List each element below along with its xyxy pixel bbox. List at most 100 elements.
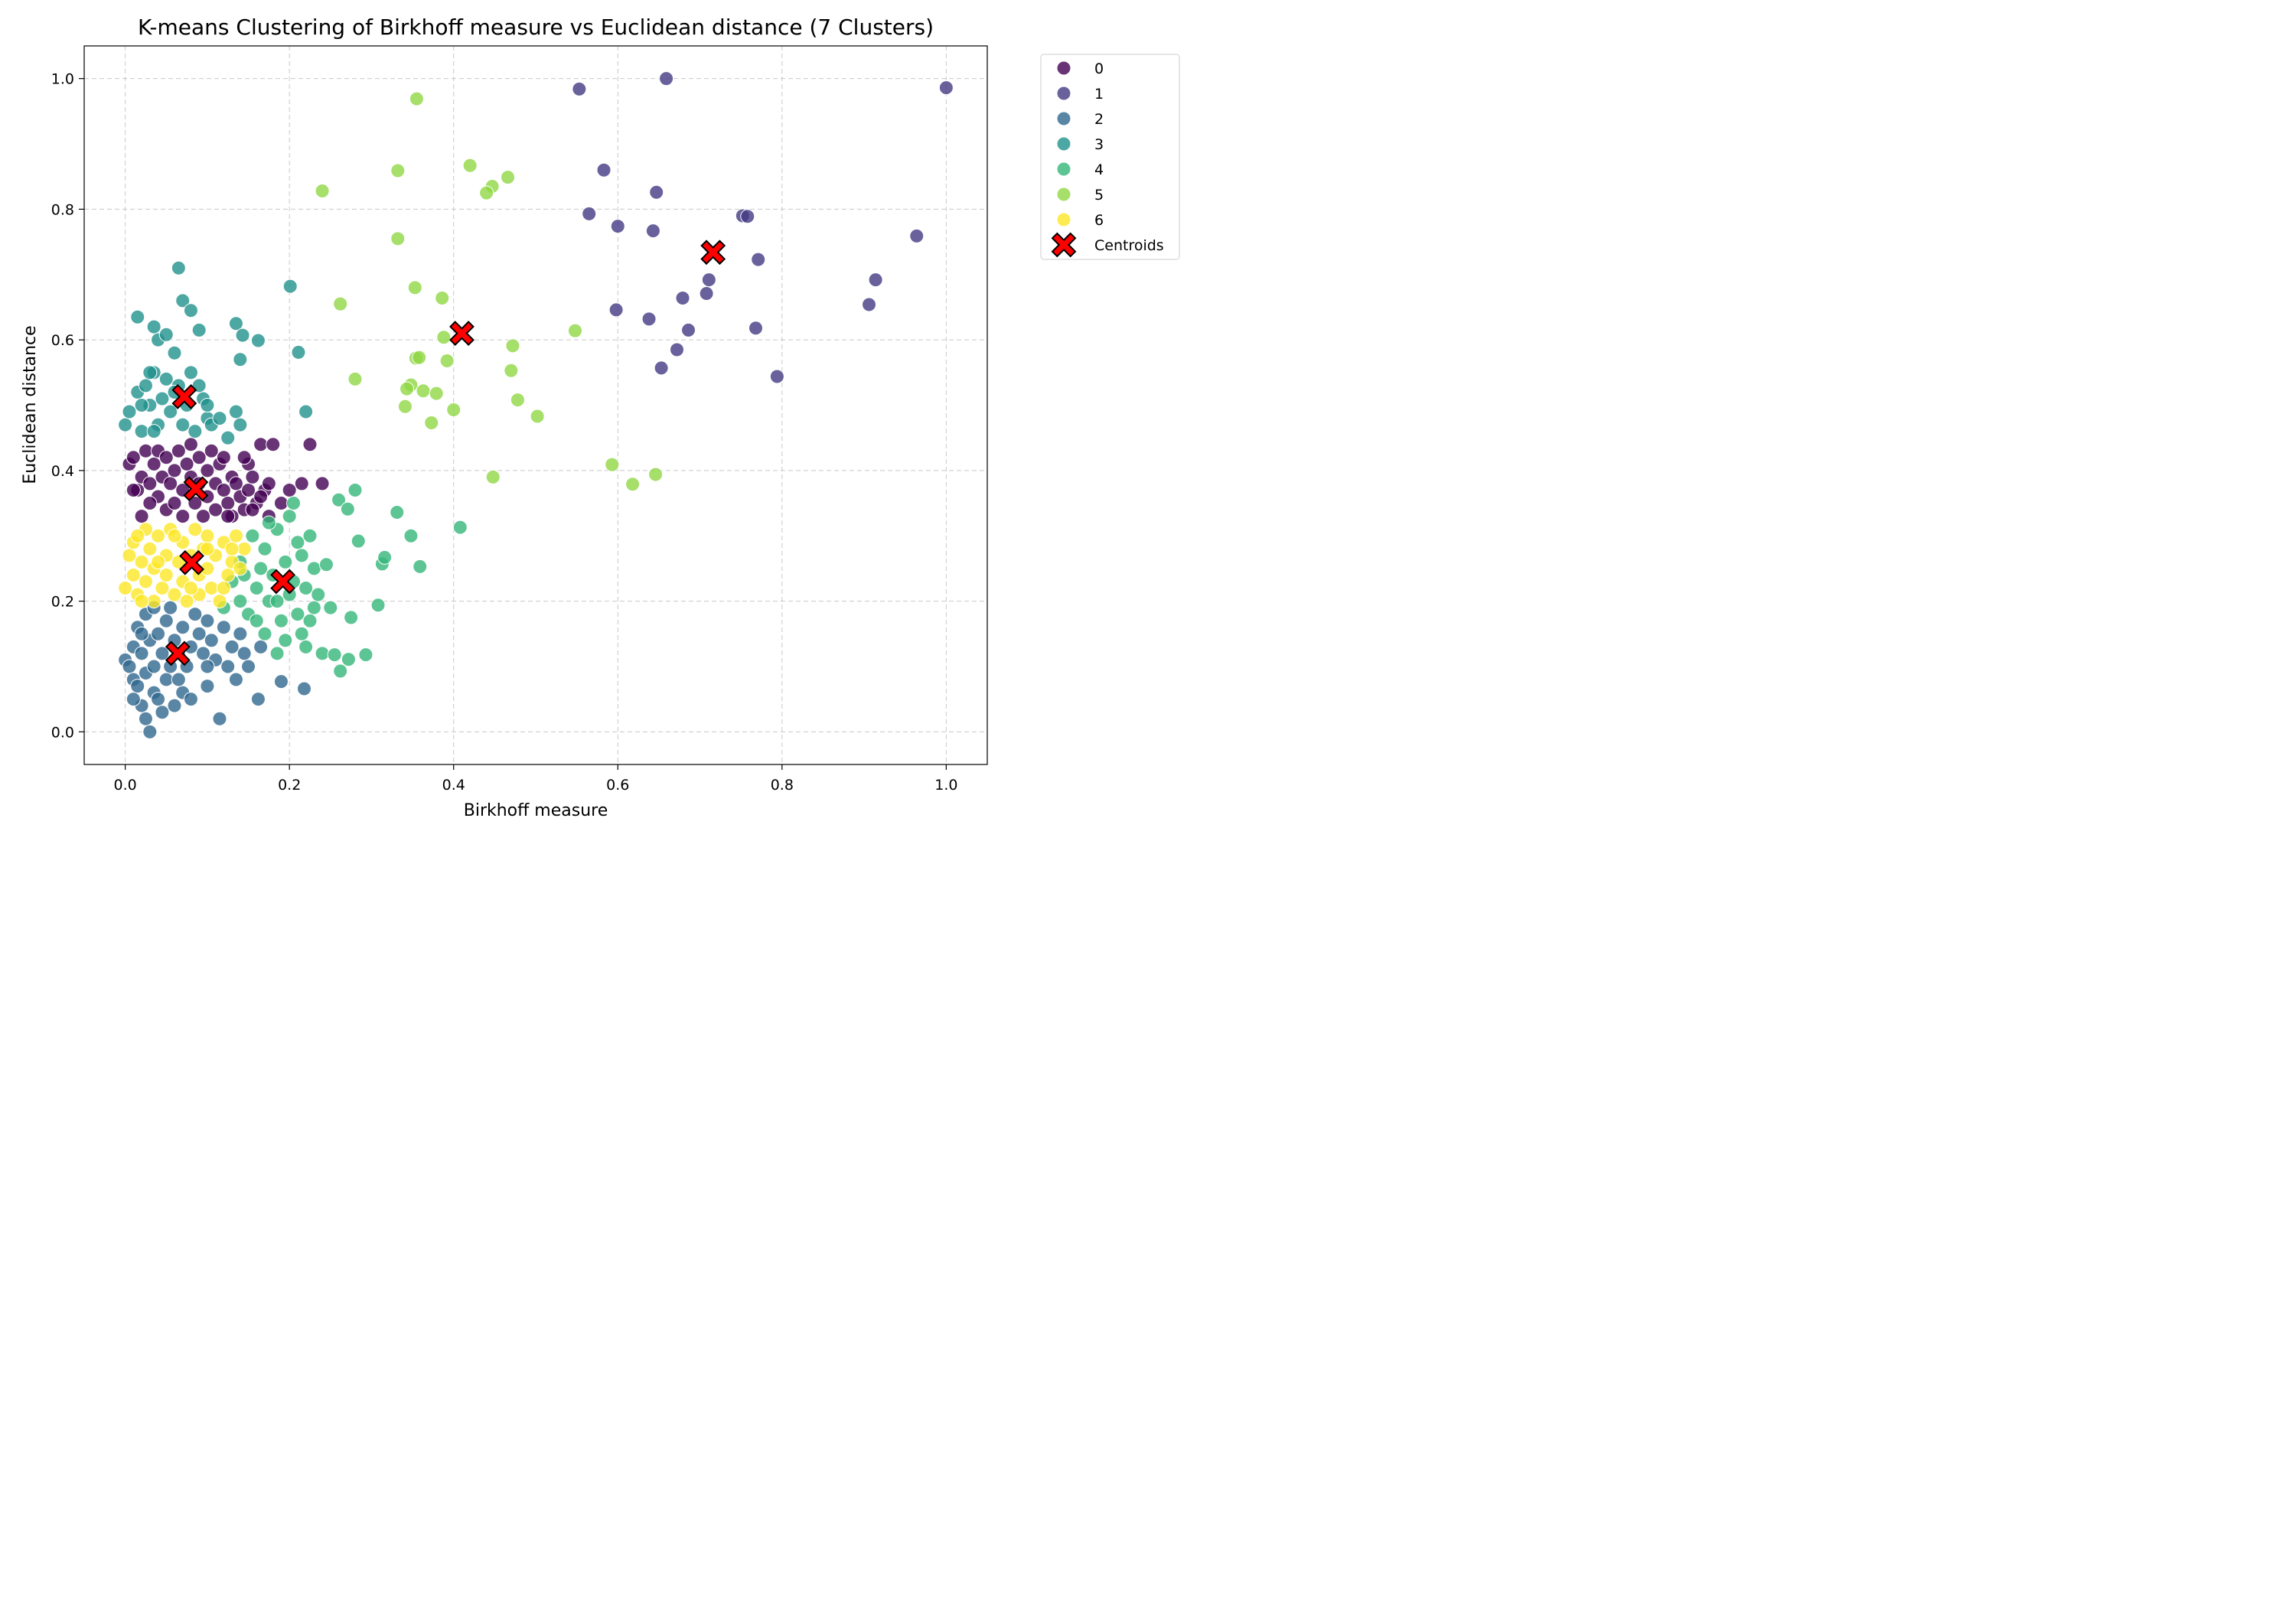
legend-label: 4: [1094, 161, 1104, 178]
data-point-cluster-1: [909, 228, 925, 243]
data-point-cluster-5: [424, 416, 439, 431]
data-point-cluster-3: [155, 391, 170, 406]
data-point-cluster-3: [188, 424, 203, 439]
data-point-cluster-0: [273, 496, 289, 511]
data-point-cluster-5: [407, 280, 422, 295]
legend-frame: [1040, 54, 1180, 260]
data-point-cluster-4: [257, 626, 272, 641]
data-point-cluster-3: [134, 424, 149, 439]
data-point-cluster-4: [290, 607, 305, 622]
data-point-cluster-6: [142, 541, 158, 556]
data-point-cluster-0: [126, 450, 141, 465]
data-point-cluster-0: [228, 476, 243, 491]
legend-label: 3: [1094, 136, 1104, 153]
data-point-cluster-0: [200, 463, 215, 478]
legend-label: 5: [1094, 187, 1104, 204]
data-point-cluster-0: [146, 456, 161, 471]
data-point-cluster-0: [142, 496, 158, 511]
data-point-cluster-1: [610, 219, 625, 234]
data-point-cluster-4: [306, 600, 321, 615]
data-point-cluster-2: [196, 646, 211, 661]
data-point-cluster-5: [567, 323, 582, 338]
data-point-cluster-2: [250, 692, 266, 707]
data-point-cluster-2: [171, 672, 186, 687]
plot-frame: [83, 45, 988, 765]
data-point-cluster-6: [155, 581, 170, 596]
data-point-cluster-4: [245, 528, 260, 543]
data-point-cluster-4: [327, 647, 342, 663]
data-point-cluster-1: [681, 322, 696, 337]
data-point-cluster-5: [530, 409, 545, 424]
data-point-cluster-2: [151, 626, 166, 641]
data-point-cluster-3: [175, 293, 191, 308]
data-point-cluster-1: [649, 184, 664, 200]
data-point-cluster-4: [351, 533, 366, 549]
data-point-cluster-1: [751, 252, 766, 267]
data-point-cluster-4: [261, 515, 276, 530]
data-point-cluster-5: [416, 383, 431, 399]
data-point-cluster-2: [212, 711, 227, 726]
data-point-cluster-6: [183, 581, 198, 596]
data-point-cluster-4: [233, 594, 248, 609]
figure-background: [0, 0, 1198, 838]
data-point-cluster-6: [151, 528, 166, 543]
data-point-cluster-5: [390, 231, 406, 246]
data-point-cluster-6: [188, 522, 203, 537]
data-point-cluster-5: [409, 91, 424, 106]
data-point-cluster-1: [938, 80, 954, 96]
data-point-cluster-6: [212, 594, 227, 609]
data-point-cluster-2: [220, 659, 236, 674]
data-point-cluster-6: [179, 594, 194, 609]
centroid-marker-cluster-6: [179, 549, 204, 575]
data-point-cluster-6: [200, 541, 215, 556]
data-point-cluster-3: [134, 398, 149, 412]
legend-marker-cluster-0: [1056, 60, 1071, 76]
legend-centroid-marker: [1051, 232, 1077, 258]
data-point-cluster-3: [235, 328, 250, 343]
data-point-cluster-4: [273, 613, 289, 628]
data-point-cluster-4: [340, 501, 355, 517]
data-point-cluster-1: [701, 272, 716, 288]
data-point-cluster-3: [146, 319, 161, 334]
data-point-cluster-4: [253, 561, 269, 576]
data-point-cluster-3: [228, 316, 243, 331]
data-point-cluster-2: [175, 620, 191, 635]
data-point-cluster-4: [323, 600, 338, 615]
data-point-cluster-4: [298, 639, 314, 654]
data-point-cluster-0: [236, 450, 252, 465]
data-point-cluster-6: [216, 581, 231, 596]
data-point-cluster-6: [224, 541, 240, 556]
x-axis-ticks: 0.0 0.2 0.4 0.6 0.8 1.0: [114, 764, 957, 794]
data-point-cluster-2: [273, 674, 289, 689]
data-point-cluster-5: [390, 163, 406, 178]
data-point-cluster-0: [241, 482, 256, 497]
data-point-cluster-5: [501, 170, 516, 185]
x-tick-label: 0.2: [278, 777, 301, 794]
data-point-cluster-3: [200, 398, 215, 412]
data-point-cluster-6: [138, 574, 153, 589]
data-point-cluster-4: [370, 598, 386, 613]
data-point-cluster-2: [155, 646, 170, 661]
data-point-cluster-2: [158, 672, 174, 687]
x-tick-label: 0.4: [442, 777, 465, 794]
data-point-cluster-6: [126, 567, 141, 582]
data-point-cluster-6: [151, 554, 166, 569]
data-point-cluster-4: [278, 633, 293, 648]
data-point-cluster-0: [282, 482, 297, 497]
data-point-cluster-3: [158, 371, 174, 386]
data-point-cluster-4: [294, 626, 309, 641]
data-point-cluster-0: [158, 450, 174, 465]
data-point-cluster-5: [315, 184, 330, 199]
data-point-cluster-1: [769, 369, 784, 384]
data-point-cluster-0: [266, 437, 281, 452]
data-point-cluster-0: [302, 437, 318, 452]
data-point-cluster-6: [122, 548, 137, 563]
data-point-cluster-4: [278, 554, 293, 569]
data-point-cluster-4: [403, 528, 419, 543]
data-point-cluster-2: [191, 626, 207, 641]
data-point-cluster-6: [146, 594, 161, 609]
data-point-cluster-5: [446, 402, 461, 417]
data-point-cluster-0: [196, 509, 211, 524]
data-point-cluster-0: [245, 469, 260, 484]
centroid-marker-cluster-0: [183, 476, 209, 502]
